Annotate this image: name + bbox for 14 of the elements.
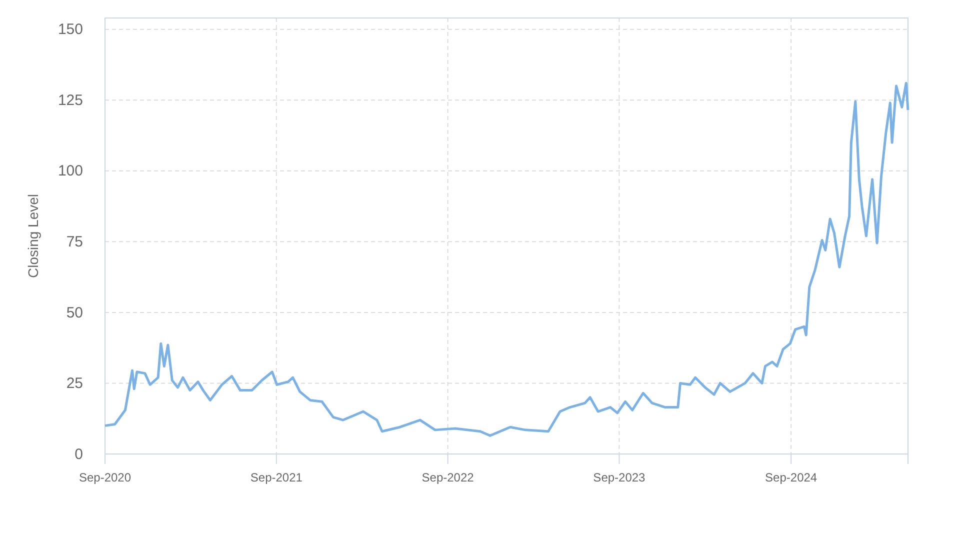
y-tick-label: 100 xyxy=(58,162,83,180)
y-tick-label: 0 xyxy=(74,446,83,463)
y-tick-label: 150 xyxy=(58,21,83,38)
y-tick-label: 125 xyxy=(58,92,83,109)
x-tick-label: Sep-2022 xyxy=(422,470,474,484)
y-tick-label: 75 xyxy=(66,233,83,250)
line-series xyxy=(104,82,910,437)
y-axis-title: Closing Level xyxy=(25,194,41,278)
x-tick-label: Sep-2020 xyxy=(78,470,132,484)
y-tick-label: 25 xyxy=(66,375,83,392)
x-tick-label: Sep-2023 xyxy=(593,470,646,484)
x-tick-label: Sep-2024 xyxy=(765,470,818,484)
y-tick-label: 50 xyxy=(66,304,83,322)
x-tick-label: Sep-2021 xyxy=(250,470,303,484)
